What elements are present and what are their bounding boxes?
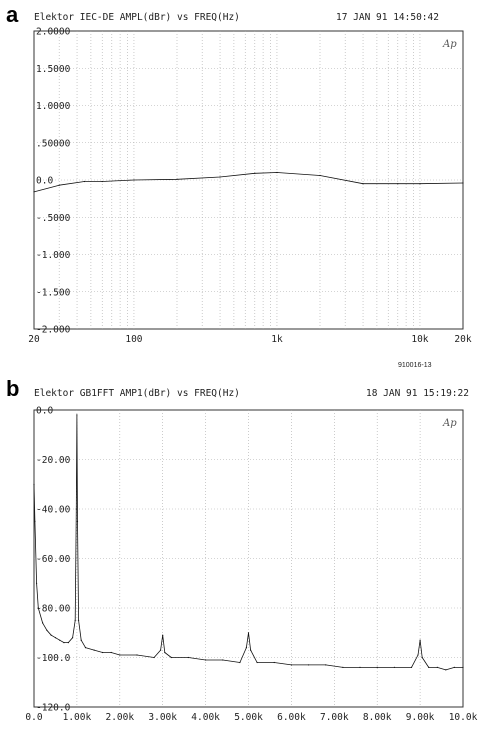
chart-a-frame	[33, 30, 464, 330]
chart-a-timestamp: 17 JAN 91 14:50:42	[336, 12, 439, 23]
chart-a-series-0-line	[33, 172, 464, 193]
chart-a-ytick-3: .50000	[36, 138, 71, 149]
chart-a-point-4	[133, 179, 135, 181]
panel-b-label: b	[6, 376, 20, 401]
chart-a-grid	[34, 31, 463, 329]
chart-b-timestamp: 18 JAN 91 15:19:22	[366, 388, 469, 399]
panel-a-label: a	[6, 2, 19, 27]
chart-a-ytick-0: 2.0000	[36, 27, 71, 38]
chart-a-point-12	[419, 183, 421, 185]
chart-a-point-8	[276, 171, 278, 174]
chart-a-point-9	[319, 174, 321, 177]
chart-a-ytick-1: 1.5000	[36, 64, 71, 75]
chart-a-point-5	[176, 178, 178, 180]
chart-a-point-6	[219, 176, 221, 178]
chart-a-xtick-4: 20k	[454, 334, 471, 345]
chart-a-xtick-1: 100	[125, 334, 142, 345]
chart-a-ytick-7: -1.500	[36, 287, 71, 298]
chart-a-point-11	[397, 183, 399, 185]
chart-a-point-1	[58, 184, 60, 186]
chart-a-ytick-4: 0.0	[36, 176, 53, 187]
figure-code: 910016-13	[398, 362, 432, 369]
chart-a-title: Elektor IEC-DE AMPL(dBr) vs FREQ(Hz)	[34, 12, 240, 23]
chart-a-ytick-6: -1.000	[36, 250, 71, 261]
chart-a-ytick-2: 1.0000	[36, 101, 71, 112]
chart-a-point-2	[83, 180, 85, 183]
chart-b-title: Elektor GB1FFT AMP1(dBr) vs FREQ(Hz)	[34, 388, 240, 399]
chart-a-ytick-5: -.5000	[36, 213, 71, 224]
chart-a-point-0	[33, 191, 35, 193]
chart-a-ytick-8: -2.000	[36, 325, 71, 336]
chart-a-point-3	[101, 180, 103, 183]
chart-a-point-10	[362, 183, 364, 185]
chart-a-xtick-3: 10k	[411, 334, 428, 345]
chart-a-logo: Ap	[442, 39, 457, 50]
chart-a-point-13	[462, 182, 464, 184]
chart-a-xtick-0: 20	[28, 334, 40, 345]
chart-a-xtick-2: 1k	[271, 334, 283, 345]
chart-a-point-7	[254, 172, 256, 174]
